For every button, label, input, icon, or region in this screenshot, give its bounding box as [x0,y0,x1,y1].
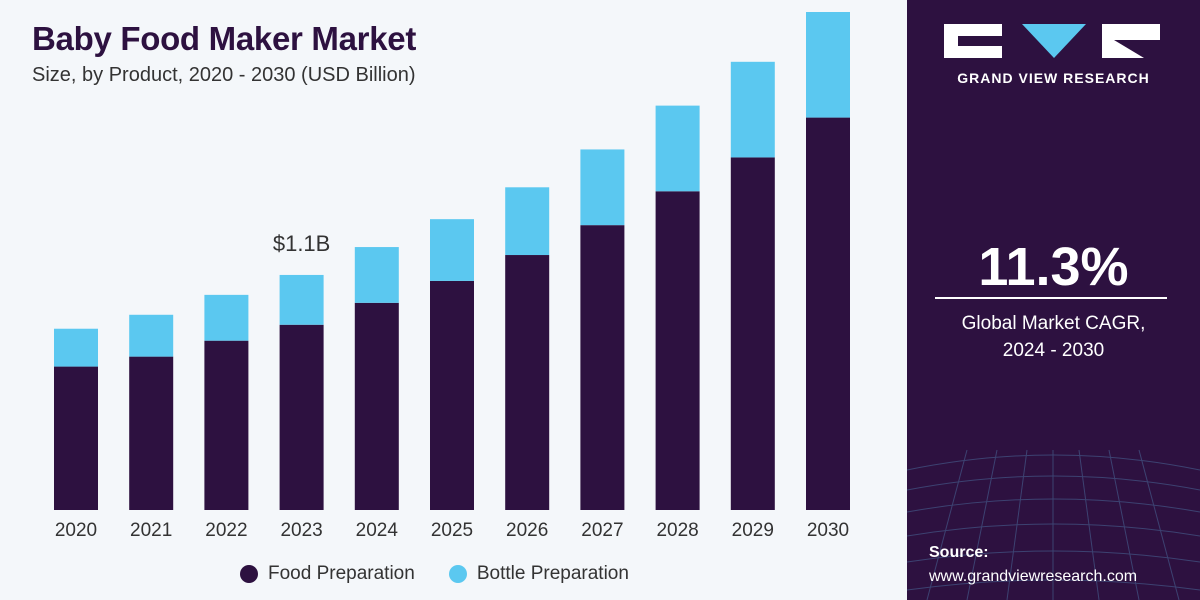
bar-bottle-preparation-2024 [354,247,399,303]
bar-food-preparation-2022 [204,340,249,510]
wireframe-grid-decoration [907,449,1200,600]
bar-food-preparation-2021 [129,356,174,510]
stacked-bar-chart: 2020 2021 2022 2023 $1.1B 2024 2025 2026 2027 202… [54,12,850,541]
bar-food-preparation-2026 [505,255,550,510]
bar-food-preparation-2025 [430,280,474,510]
bar-bottle-preparation-2028 [655,105,700,192]
source-url[interactable]: www.grandviewresearch.com [929,568,1138,585]
x-tick-label-2026: 2026 [506,520,548,541]
bar-bottle-preparation-2023 [279,274,324,325]
bar-food-preparation-2020 [54,366,98,510]
bar-food-preparation-2028 [655,191,700,510]
cagr-label-line1: Global Market CAGR, [961,313,1146,334]
legend-item-bottle-preparation: Bottle Preparation [448,563,629,585]
chart-title: Baby Food Maker Market [32,20,417,57]
legend-label-bottle: Bottle Preparation [476,563,629,584]
bar-food-preparation-2024 [354,302,399,510]
bar-food-preparation-2029 [730,157,775,510]
bar-food-preparation-2030 [806,117,850,511]
x-tick-label-2025: 2025 [431,520,473,541]
bar-bottle-preparation-2027 [580,149,625,226]
cagr-divider [935,297,1167,299]
data-label-2023: $1.1B [273,231,331,256]
cagr-label: Global Market CAGR, 2024 - 2030 [907,310,1200,364]
legend-swatch-food [240,565,258,583]
x-tick-label-2027: 2027 [581,520,623,541]
legend: Food Preparation Bottle Preparation [240,563,629,585]
grand-view-research-logo-icon [944,24,1160,58]
legend-label-food: Food Preparation [268,563,415,584]
bar-food-preparation-2027 [580,225,625,511]
cagr-value: 11.3% [978,237,1129,297]
x-tick-label-2023: 2023 [280,520,322,541]
x-tick-label-2020: 2020 [55,520,97,541]
x-tick-label-2028: 2028 [656,520,698,541]
x-tick-label-2024: 2024 [356,520,399,541]
bar-bottle-preparation-2026 [505,187,550,256]
legend-item-food-preparation: Food Preparation [240,563,415,585]
bar-bottle-preparation-2030 [806,12,850,118]
bar-bottle-preparation-2020 [54,328,98,367]
bar-bottle-preparation-2022 [204,294,249,341]
brand-name: GRAND VIEW RESEARCH [957,70,1150,86]
bar-food-preparation-2023 [279,324,324,510]
chart-subtitle: Size, by Product, 2020 - 2030 (USD Billi… [32,64,416,86]
legend-swatch-bottle [448,565,467,583]
x-tick-label-2022: 2022 [205,520,247,541]
bar-bottle-preparation-2029 [730,61,775,158]
x-tick-label-2021: 2021 [130,520,172,541]
bar-bottle-preparation-2021 [129,314,174,357]
x-tick-label-2029: 2029 [732,520,774,541]
chart-panel: Baby Food Maker Market Size, by Product,… [0,0,907,600]
bar-bottle-preparation-2025 [430,219,474,281]
cagr-label-line2: 2024 - 2030 [1002,340,1105,361]
x-tick-label-2030: 2030 [807,520,849,541]
source-title: Source: [929,544,989,561]
info-panel: GRAND VIEW RESEARCH 11.3% Global Market … [907,0,1200,600]
